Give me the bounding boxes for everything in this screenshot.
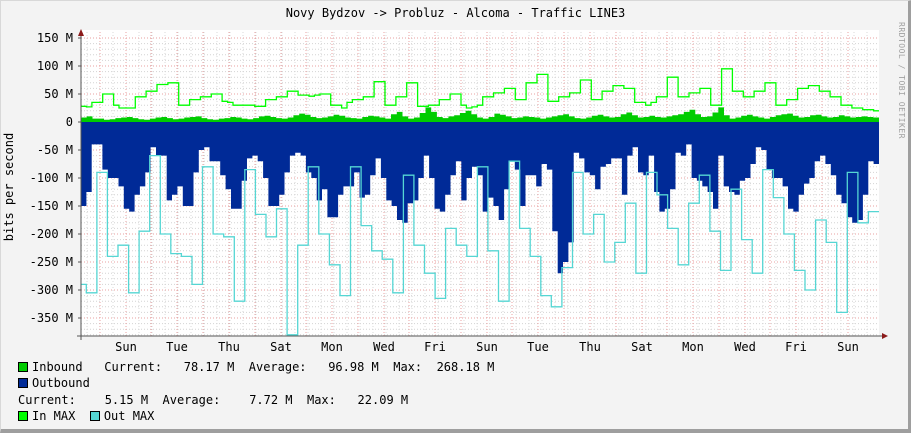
legend-out-max-label: Out MAX [103, 409, 155, 423]
y-tick-label: -150 M [30, 199, 73, 213]
y-tick-label: -200 M [30, 227, 73, 241]
series-lines [81, 68, 879, 336]
x-tick-label: Sun [837, 340, 859, 354]
legend-max-row: In MAX Out MAX [18, 409, 154, 423]
y-tick-labels: 150 M 100 M 50 M 0 -50 M -100 M -150 M -200 M -2… [30, 31, 73, 325]
x-tick-label: Sat [631, 340, 653, 354]
axes [77, 29, 888, 340]
y-tick-label: 100 M [37, 59, 73, 73]
y-tick-label: 50 M [44, 87, 73, 101]
x-tick-label: Wed [734, 340, 756, 354]
x-tick-label: Sat [270, 340, 292, 354]
legend-in-max-label: In MAX [32, 409, 76, 423]
series-outbound [81, 122, 879, 274]
outbound-swatch [18, 378, 28, 388]
legend-outbound-row: Outbound [18, 376, 90, 390]
grid [81, 30, 879, 336]
y-tick-label: -350 M [30, 311, 73, 325]
in-max-swatch [18, 411, 28, 421]
series-in-max [81, 68, 879, 112]
x-tick-label: Thu [579, 340, 601, 354]
rrdtool-watermark: RRDTOOL / TOBI OETIKER [897, 22, 906, 139]
x-tick-label: Fri [785, 340, 807, 354]
x-tick-labels: Sun Tue Thu Sat Mon Wed Fri Sun Tue Thu Sat Mon Wed F… [115, 340, 859, 354]
series-areas [81, 107, 879, 274]
x-tick-label: Sun [115, 340, 137, 354]
chart-title: Novy Bydzov -> Probluz - Alcoma - Traffi… [285, 6, 626, 20]
legend-outbound-stats: Current: 5.15 M Average: 7.72 M Max: 22.… [18, 393, 409, 407]
x-tick-label: Wed [373, 340, 395, 354]
y-tick-label: -250 M [30, 255, 73, 269]
x-tick-label: Mon [682, 340, 704, 354]
x-tick-label: Mon [321, 340, 343, 354]
x-tick-label: Fri [424, 340, 446, 354]
x-tick-label: Thu [218, 340, 240, 354]
y-tick-label: -300 M [30, 283, 73, 297]
inbound-swatch [18, 362, 28, 372]
y-tick-label: -100 M [30, 171, 73, 185]
x-tick-label: Tue [527, 340, 549, 354]
y-tick-label: 0 [66, 115, 73, 129]
series-out-max [81, 154, 879, 336]
out-max-swatch [89, 411, 100, 421]
y-tick-label: -50 M [37, 143, 73, 157]
legend-inbound-row: Inbound Current: 78.17 M Average: 96.98 … [18, 360, 494, 374]
x-tick-label: Tue [166, 340, 188, 354]
series-inbound [81, 107, 879, 122]
x-tick-label: Sun [476, 340, 498, 354]
legend-outbound-label: Outbound [32, 376, 90, 390]
y-tick-label: 150 M [37, 31, 73, 45]
legend-inbound-text: Inbound Current: 78.17 M Average: 96.98 … [32, 360, 495, 374]
